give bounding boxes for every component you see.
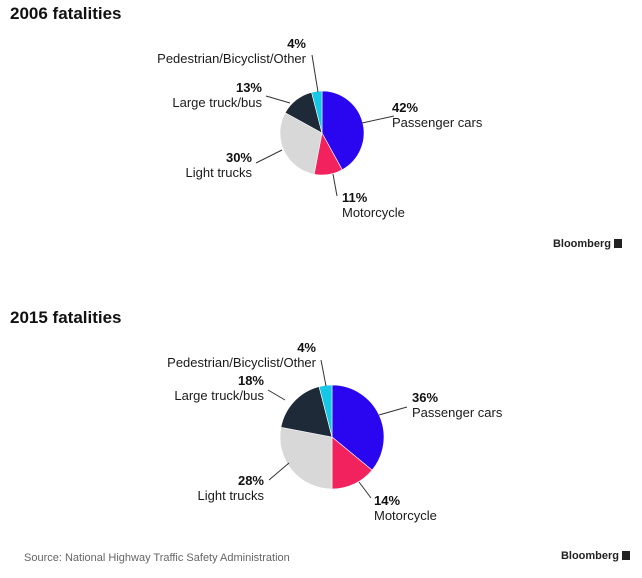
bloomberg-mark-icon bbox=[622, 551, 630, 560]
pie-slice-large-truck-bus bbox=[280, 386, 333, 438]
leader-line bbox=[320, 359, 327, 387]
slice-category-label: Light trucks bbox=[198, 488, 265, 503]
slice-category-label: Pedestrian/Bicyclist/Other bbox=[157, 51, 307, 66]
slice-value-label: 4% bbox=[297, 340, 316, 355]
slice-category-label: Large truck/bus bbox=[174, 388, 264, 403]
slice-category-label: Motorcycle bbox=[374, 508, 437, 523]
slice-value-label: 36% bbox=[412, 390, 438, 405]
slice-value-label: 42% bbox=[392, 100, 418, 115]
slice-value-label: 28% bbox=[238, 473, 264, 488]
pie-slice-light-trucks bbox=[279, 426, 333, 490]
chart-title-2015: 2015 fatalities bbox=[10, 308, 122, 327]
leader-line bbox=[268, 462, 290, 481]
slice-value-label: 4% bbox=[287, 36, 306, 51]
bloomberg-logo: Bloomberg bbox=[561, 550, 630, 562]
leader-line bbox=[267, 389, 286, 401]
leader-line bbox=[265, 95, 291, 104]
slice-value-label: 14% bbox=[374, 493, 400, 508]
pie-slice-pedestrian-bicyclist-other bbox=[311, 90, 323, 134]
slice-value-label: 11% bbox=[342, 190, 368, 205]
pie-chart-2015: 36%Passenger cars 14%Motorcycle 28%Light t… bbox=[167, 340, 503, 523]
slice-category-label: Motorcycle bbox=[342, 205, 405, 220]
leader-line bbox=[378, 406, 408, 416]
source-note: Source: National Highway Traffic Safety … bbox=[24, 552, 290, 564]
slice-value-label: 30% bbox=[226, 150, 252, 165]
pie-chart-2006: 42%Passenger cars 11%Motorcycle 30%Light t… bbox=[157, 36, 483, 220]
leader-line bbox=[311, 54, 319, 93]
leader-line bbox=[358, 481, 372, 499]
chart-title-2006: 2006 fatalities bbox=[10, 4, 122, 23]
bloomberg-logo: Bloomberg bbox=[553, 238, 622, 250]
slice-category-label: Passenger cars bbox=[392, 115, 483, 130]
slice-category-label: Passenger cars bbox=[412, 405, 503, 420]
brand-text: Bloomberg bbox=[552, 238, 611, 250]
leader-line bbox=[332, 173, 338, 197]
leader-line bbox=[255, 149, 283, 164]
slice-value-label: 13% bbox=[236, 80, 262, 95]
slice-category-label: Pedestrian/Bicyclist/Other bbox=[167, 355, 317, 370]
brand-text: Bloomberg bbox=[560, 550, 619, 562]
bloomberg-mark-icon bbox=[614, 239, 622, 248]
leader-line bbox=[361, 115, 395, 124]
slice-value-label: 18% bbox=[238, 373, 264, 388]
pie-slice-light-trucks bbox=[279, 112, 323, 175]
slice-category-label: Large truck/bus bbox=[172, 95, 262, 110]
slice-category-label: Light trucks bbox=[186, 165, 253, 180]
